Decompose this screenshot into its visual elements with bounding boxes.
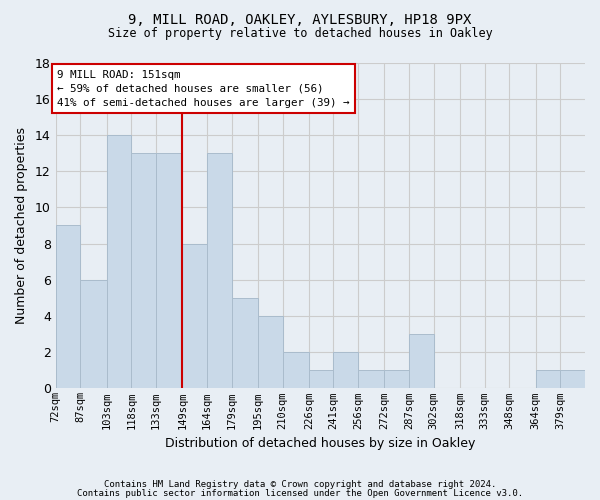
- Bar: [283, 352, 309, 389]
- Bar: [156, 153, 182, 388]
- Bar: [232, 298, 258, 388]
- Y-axis label: Number of detached properties: Number of detached properties: [15, 127, 28, 324]
- X-axis label: Distribution of detached houses by size in Oakley: Distribution of detached houses by size …: [165, 437, 476, 450]
- Bar: [334, 352, 358, 389]
- Bar: [56, 226, 80, 388]
- Bar: [409, 334, 434, 388]
- Text: Contains public sector information licensed under the Open Government Licence v3: Contains public sector information licen…: [77, 490, 523, 498]
- Bar: [131, 153, 156, 388]
- Text: 9 MILL ROAD: 151sqm
← 59% of detached houses are smaller (56)
41% of semi-detach: 9 MILL ROAD: 151sqm ← 59% of detached ho…: [58, 70, 350, 108]
- Bar: [309, 370, 334, 388]
- Bar: [80, 280, 107, 388]
- Bar: [560, 370, 585, 388]
- Bar: [107, 135, 131, 388]
- Bar: [358, 370, 385, 388]
- Text: 9, MILL ROAD, OAKLEY, AYLESBURY, HP18 9PX: 9, MILL ROAD, OAKLEY, AYLESBURY, HP18 9P…: [128, 12, 472, 26]
- Bar: [536, 370, 560, 388]
- Text: Contains HM Land Registry data © Crown copyright and database right 2024.: Contains HM Land Registry data © Crown c…: [104, 480, 496, 489]
- Bar: [385, 370, 409, 388]
- Bar: [182, 244, 207, 388]
- Bar: [207, 153, 232, 388]
- Bar: [258, 316, 283, 388]
- Text: Size of property relative to detached houses in Oakley: Size of property relative to detached ho…: [107, 28, 493, 40]
